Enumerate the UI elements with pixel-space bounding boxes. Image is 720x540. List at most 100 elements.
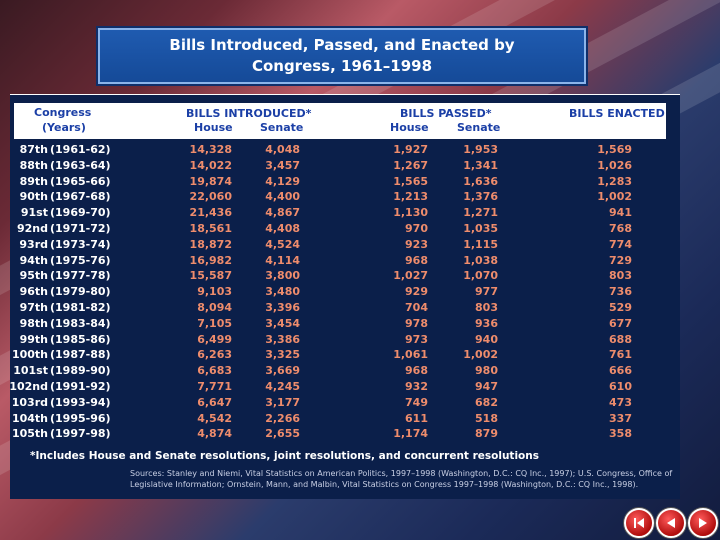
congress-cell: 101st (13, 364, 48, 378)
passed-house-cell: 611 (405, 411, 428, 425)
passed-house-cell: 749 (405, 395, 428, 409)
passed-senate-cell: 1,271 (463, 206, 498, 220)
header-congress: Congress (34, 106, 92, 119)
introduced-house-cell: 6,499 (197, 332, 232, 346)
introduced-house-cell: 6,263 (197, 348, 232, 362)
introduced-house-cell: 9,103 (197, 285, 232, 299)
enacted-cell: 337 (609, 411, 632, 425)
passed-senate-cell: 940 (475, 332, 498, 346)
years-cell: (1995-96) (50, 411, 111, 425)
introduced-house-cell: 6,647 (197, 395, 232, 409)
table-row: 94th (1975-76) 16,982 4,114 968 1,038 729 (0, 253, 680, 269)
introduced-house-cell: 14,022 (189, 158, 232, 172)
passed-house-cell: 1,267 (393, 158, 428, 172)
introduced-senate-cell: 3,480 (265, 285, 300, 299)
enacted-cell: 529 (609, 300, 632, 314)
passed-house-cell: 1,130 (393, 206, 428, 220)
introduced-house-cell: 18,872 (189, 237, 232, 251)
enacted-cell: 729 (609, 253, 632, 267)
skip-to-start-icon (634, 518, 644, 528)
first-slide-button[interactable] (624, 508, 654, 538)
passed-senate-cell: 936 (475, 316, 498, 330)
introduced-senate-cell: 4,524 (265, 237, 300, 251)
congress-cell: 95th (19, 269, 48, 283)
introduced-senate-cell: 4,114 (265, 253, 300, 267)
header-years: (Years) (42, 121, 86, 134)
header-bills-enacted: BILLS ENACTED (569, 107, 665, 120)
table-row: 91st (1969-70) 21,436 4,867 1,130 1,271 941 (0, 205, 680, 221)
passed-house-cell: 1,927 (393, 143, 428, 156)
congress-cell: 90th (19, 190, 48, 204)
introduced-senate-cell: 3,457 (265, 158, 300, 172)
back-arrow-icon (667, 518, 675, 528)
passed-senate-cell: 803 (475, 300, 498, 314)
years-cell: (1975-76) (50, 253, 111, 267)
introduced-senate-cell: 3,454 (265, 316, 300, 330)
header-introduced-house: House (194, 121, 233, 134)
enacted-cell: 688 (609, 332, 632, 346)
enacted-cell: 803 (609, 269, 632, 283)
introduced-house-cell: 4,874 (197, 427, 232, 441)
passed-house-cell: 1,061 (393, 348, 428, 362)
passed-house-cell: 973 (405, 332, 428, 346)
header-passed-senate: Senate (457, 121, 501, 134)
passed-senate-cell: 977 (475, 285, 498, 299)
enacted-cell: 1,002 (597, 190, 632, 204)
table-row: 98th (1983-84) 7,105 3,454 978 936 677 (0, 316, 680, 332)
years-cell: (1963-64) (50, 158, 111, 172)
table-row: 90th (1967-68) 22,060 4,400 1,213 1,376 1,002 (0, 189, 680, 205)
enacted-cell: 473 (609, 395, 632, 409)
header-introduced-senate: Senate (260, 121, 304, 134)
congress-cell: 100th (11, 348, 48, 362)
passed-house-cell: 923 (405, 237, 428, 251)
introduced-senate-cell: 4,400 (265, 190, 300, 204)
table-row: 103rd (1993-94) 6,647 3,177 749 682 473 (0, 395, 680, 411)
introduced-senate-cell: 3,800 (265, 269, 300, 283)
years-cell: (1991-92) (50, 379, 111, 393)
enacted-cell: 610 (609, 379, 632, 393)
introduced-house-cell: 22,060 (189, 190, 232, 204)
table-body: 87th (1961-62) 14,328 4,048 1,927 1,953 1,569 8… (0, 142, 680, 442)
header-passed-house: House (390, 121, 429, 134)
enacted-cell: 768 (609, 221, 632, 235)
introduced-house-cell: 8,094 (197, 300, 232, 314)
passed-senate-cell: 879 (475, 427, 498, 441)
table-row: 87th (1961-62) 14,328 4,048 1,927 1,953 1,569 (0, 142, 680, 158)
enacted-cell: 1,283 (597, 174, 632, 188)
passed-senate-cell: 1,035 (463, 221, 498, 235)
years-cell: (1997-98) (50, 427, 111, 441)
source-citation: Sources: Stanley and Niemi, Vital Statis… (130, 469, 673, 489)
introduced-senate-cell: 2,266 (265, 411, 300, 425)
congress-cell: 99th (19, 332, 48, 346)
passed-house-cell: 1,174 (393, 427, 428, 441)
introduced-senate-cell: 3,396 (265, 300, 300, 314)
enacted-cell: 358 (609, 427, 632, 441)
introduced-house-cell: 19,874 (189, 174, 232, 188)
passed-senate-cell: 1,070 (463, 269, 498, 283)
title-banner: Bills Introduced, Passed, and Enacted by… (98, 28, 586, 84)
introduced-senate-cell: 3,325 (265, 348, 300, 362)
table-row: 101st (1989-90) 6,683 3,669 968 980 666 (0, 363, 680, 379)
back-button[interactable] (656, 508, 686, 538)
years-cell: (1987-88) (50, 348, 111, 362)
enacted-cell: 774 (609, 237, 632, 251)
enacted-cell: 677 (609, 316, 632, 330)
years-cell: (1961-62) (50, 143, 111, 156)
introduced-senate-cell: 4,867 (265, 206, 300, 220)
passed-senate-cell: 1,002 (463, 348, 498, 362)
table-row: 100th (1987-88) 6,263 3,325 1,061 1,002 761 (0, 347, 680, 363)
table-row: 92nd (1971-72) 18,561 4,408 970 1,035 768 (0, 221, 680, 237)
congress-cell: 91st (20, 206, 48, 220)
passed-senate-cell: 1,636 (463, 174, 498, 188)
years-cell: (1985-86) (50, 332, 111, 346)
enacted-cell: 736 (609, 285, 632, 299)
table-row: 97th (1981-82) 8,094 3,396 704 803 529 (0, 300, 680, 316)
congress-cell: 87th (19, 143, 48, 156)
introduced-house-cell: 16,982 (189, 253, 232, 267)
congress-cell: 102nd (9, 379, 48, 393)
footnote: *Includes House and Senate resolutions, … (30, 450, 539, 462)
passed-senate-cell: 1,038 (463, 253, 498, 267)
congress-cell: 104th (11, 411, 48, 425)
passed-senate-cell: 1,953 (463, 143, 498, 156)
forward-button[interactable] (688, 508, 718, 538)
